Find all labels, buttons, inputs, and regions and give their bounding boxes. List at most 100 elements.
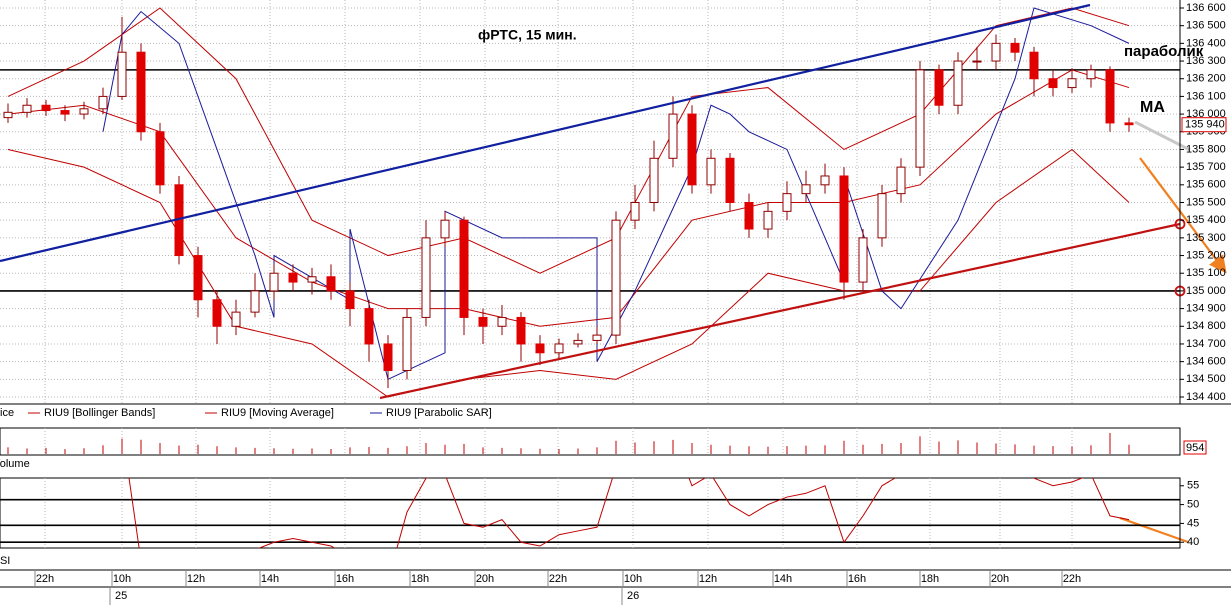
candle-body: [630, 202, 640, 221]
y-tick-label: 135 200: [1186, 249, 1226, 261]
volume-bars: [7, 428, 1130, 455]
panel-label: Volume: [0, 458, 30, 470]
candle-body: [440, 219, 450, 239]
candle-body: [459, 219, 469, 318]
x-tick-label: 18h: [921, 573, 939, 585]
legend-label: RIU9 [Bollinger Bands]: [44, 407, 155, 419]
candle-body: [117, 51, 127, 97]
candle-body: [1048, 78, 1058, 89]
y-tick-label: 136 400: [1186, 37, 1226, 49]
y-tick-label: 40: [1187, 536, 1199, 548]
panel-label: RSI: [0, 555, 10, 567]
candle-body: [763, 210, 773, 230]
y-tick-label: 134 800: [1186, 320, 1226, 332]
candle-body: [1010, 42, 1020, 53]
candle-body: [60, 110, 70, 115]
y-tick-label: 134 500: [1186, 373, 1226, 385]
candle-body: [326, 276, 336, 292]
candle-body: [611, 219, 621, 336]
time-axis: 22h 10h 12h 14h 16h 18h 20h 22h 10h 12h 14h 16h 18h 2…: [34, 570, 1081, 605]
chart-title: фРТС, 15 мин.: [478, 27, 577, 43]
candle-body: [345, 290, 355, 310]
x-tick-label: 18h: [411, 573, 429, 585]
volume-panel: [0, 427, 1181, 456]
y-tick-label: 135 300: [1186, 232, 1226, 244]
candle-body: [288, 272, 298, 283]
candle-body: [250, 290, 260, 313]
ma-pointer: [1134, 120, 1191, 152]
x-tick-label: 12h: [187, 573, 205, 585]
candle-body: [592, 334, 602, 341]
candle-body: [98, 95, 108, 110]
candle-body: [972, 60, 982, 63]
y-tick-label: 135 000: [1186, 285, 1226, 297]
last-value-box: [1183, 440, 1207, 455]
y-tick-label: 136 200: [1186, 73, 1226, 85]
annotation: параболик: [1124, 43, 1204, 60]
candle-body: [79, 108, 89, 115]
x-tick-label: 10h: [624, 573, 642, 585]
candle-body: [991, 42, 1001, 62]
x-tick-label: 16h: [336, 573, 354, 585]
legend: Price RIU9 [Bollinger Bands] RIU9 [Moving…: [0, 407, 492, 419]
annotation: МА: [1140, 99, 1165, 116]
candle-body: [896, 166, 906, 195]
candle-body: [782, 193, 792, 212]
candle-body: [820, 175, 830, 186]
drawings: [0, 3, 1227, 544]
candle-body: [402, 316, 412, 371]
y-tick-label: 135 600: [1186, 179, 1226, 191]
candle-body: [1086, 69, 1096, 80]
candle-body: [516, 316, 526, 345]
y-tick-label: 134 600: [1186, 356, 1226, 368]
x-tick-label: 14h: [774, 573, 792, 585]
legend-label: Price: [0, 407, 14, 419]
candle-body: [478, 316, 488, 327]
legend-label: RIU9 [Moving Average]: [221, 407, 334, 419]
candle-body: [364, 308, 374, 345]
last-value-box: [1181, 117, 1227, 133]
y-tick-label: 45: [1187, 517, 1199, 529]
candle-body: [155, 131, 165, 186]
candle-body: [706, 157, 716, 186]
y-tick-label: 136 100: [1186, 90, 1226, 102]
y-tick-label: 136 500: [1186, 20, 1226, 32]
candle-body: [383, 343, 393, 371]
candle-body: [193, 255, 203, 301]
candle-body: [535, 343, 545, 354]
rsi-line: [128, 478, 1130, 548]
candle-body: [801, 184, 811, 195]
candle-body: [212, 299, 222, 327]
legend-label: RIU9 [Parabolic SAR]: [386, 407, 492, 419]
trendline: [379, 222, 1181, 400]
candle-body: [744, 202, 754, 230]
arrow: [1119, 516, 1189, 544]
day-label: 26: [627, 590, 639, 602]
y-tick-label: 134 900: [1186, 302, 1226, 314]
candle-body: [22, 104, 32, 113]
x-tick-label: 22h: [1063, 573, 1081, 585]
price-panel: [0, 0, 1180, 404]
day-label: 25: [115, 590, 127, 602]
candle-body: [1105, 69, 1115, 124]
candle-body: [934, 69, 944, 106]
candle-body: [1124, 122, 1134, 126]
y-tick-label: 135 800: [1186, 143, 1226, 155]
candle-body: [915, 69, 925, 168]
candle-body: [1029, 51, 1039, 80]
candle-body: [687, 113, 697, 186]
candle-body: [573, 339, 583, 345]
candle-body: [953, 60, 963, 106]
last-value-label: 954: [1186, 442, 1204, 454]
candle-body: [839, 175, 849, 283]
candle-body: [421, 237, 431, 318]
y-tick-label: 134 700: [1186, 338, 1226, 350]
rsi-content: [0, 478, 1180, 548]
candle-body: [1067, 78, 1077, 89]
candle-body: [3, 111, 13, 119]
last-value-label: 135 940: [1185, 119, 1225, 131]
candle-body: [307, 276, 317, 283]
y-tick-label: 136 600: [1186, 2, 1226, 14]
candle-body: [877, 193, 887, 239]
